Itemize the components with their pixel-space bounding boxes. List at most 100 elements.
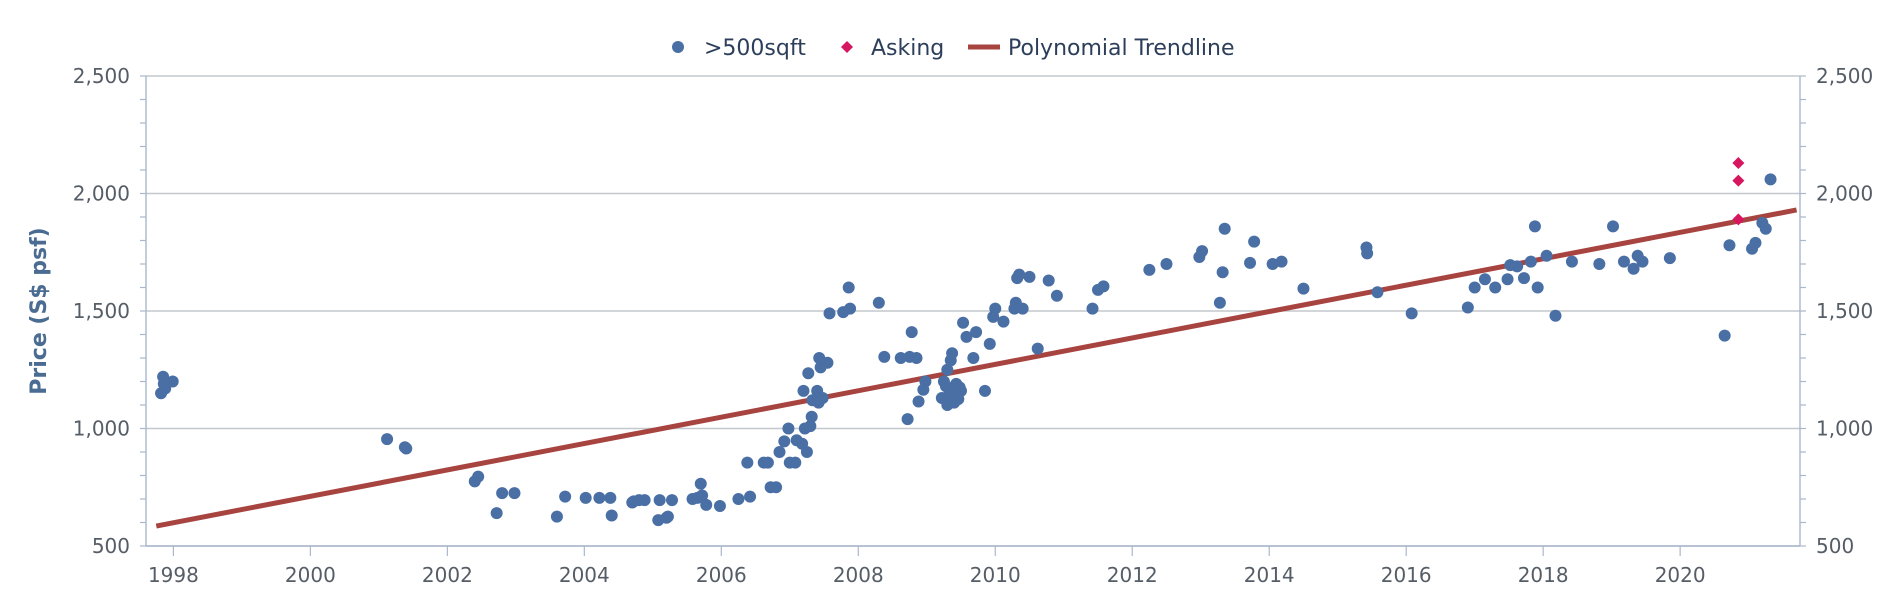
legend-item[interactable]: Polynomial Trendline xyxy=(968,36,1235,61)
data-point[interactable] xyxy=(770,481,783,494)
data-point[interactable] xyxy=(823,307,836,320)
data-point[interactable] xyxy=(1593,258,1606,270)
data-point[interactable] xyxy=(782,422,795,435)
data-point[interactable] xyxy=(166,375,179,388)
data-point[interactable] xyxy=(579,491,592,504)
data-point[interactable] xyxy=(496,487,509,500)
data-point[interactable] xyxy=(957,316,970,329)
data-point[interactable] xyxy=(1528,220,1541,233)
data-point[interactable] xyxy=(696,489,709,502)
data-point[interactable] xyxy=(773,446,786,458)
data-point[interactable] xyxy=(700,498,713,511)
data-point[interactable] xyxy=(1275,255,1288,268)
data-point[interactable] xyxy=(989,302,1002,315)
data-point[interactable] xyxy=(1461,301,1474,314)
data-point[interactable] xyxy=(1511,260,1524,273)
data-point[interactable] xyxy=(661,510,674,523)
data-point[interactable] xyxy=(472,470,485,483)
data-point[interactable] xyxy=(508,487,521,500)
data-point[interactable] xyxy=(946,347,959,360)
data-point[interactable] xyxy=(1297,282,1310,295)
data-point[interactable] xyxy=(842,281,855,294)
data-point[interactable] xyxy=(1160,258,1173,270)
data-point[interactable] xyxy=(1501,273,1514,286)
data-point[interactable] xyxy=(1031,342,1044,355)
data-point[interactable] xyxy=(802,367,815,380)
data-point[interactable] xyxy=(797,384,810,397)
data-point[interactable] xyxy=(400,442,413,455)
data-point[interactable] xyxy=(1244,256,1257,269)
data-point[interactable] xyxy=(1097,280,1110,293)
asking-point[interactable] xyxy=(1732,213,1745,226)
data-point[interactable] xyxy=(960,330,973,343)
data-point[interactable] xyxy=(559,490,572,503)
data-point[interactable] xyxy=(919,375,932,388)
data-point[interactable] xyxy=(912,395,925,408)
data-point[interactable] xyxy=(1749,236,1762,249)
data-point[interactable] xyxy=(744,490,757,503)
data-point[interactable] xyxy=(1617,255,1630,268)
data-point[interactable] xyxy=(1627,262,1640,275)
data-point[interactable] xyxy=(983,337,996,350)
data-point[interactable] xyxy=(816,391,829,404)
data-point[interactable] xyxy=(1468,281,1481,294)
data-point[interactable] xyxy=(1524,255,1537,268)
data-point[interactable] xyxy=(1663,252,1676,265)
data-point[interactable] xyxy=(955,384,968,397)
data-point[interactable] xyxy=(1636,255,1649,268)
asking-point[interactable] xyxy=(1732,156,1745,169)
data-point[interactable] xyxy=(901,413,914,426)
data-point[interactable] xyxy=(694,477,707,490)
data-point[interactable] xyxy=(844,302,857,315)
data-point[interactable] xyxy=(1718,329,1731,342)
data-point[interactable] xyxy=(872,296,885,309)
legend-item[interactable]: >500sqft xyxy=(672,36,806,61)
data-point[interactable] xyxy=(1489,281,1502,294)
data-point[interactable] xyxy=(653,494,666,507)
data-point[interactable] xyxy=(978,384,991,397)
data-point[interactable] xyxy=(732,493,745,505)
data-point[interactable] xyxy=(789,456,802,469)
data-point[interactable] xyxy=(905,326,918,339)
data-point[interactable] xyxy=(805,410,818,423)
data-point[interactable] xyxy=(1565,255,1578,268)
data-point[interactable] xyxy=(1216,266,1229,279)
data-point[interactable] xyxy=(1540,249,1553,262)
data-point[interactable] xyxy=(638,494,651,507)
data-point[interactable] xyxy=(741,456,754,469)
data-point[interactable] xyxy=(665,494,678,507)
data-point[interactable] xyxy=(1478,273,1491,286)
data-point[interactable] xyxy=(550,510,563,523)
data-point[interactable] xyxy=(1405,307,1418,320)
data-point[interactable] xyxy=(1549,309,1562,322)
data-point[interactable] xyxy=(713,500,726,513)
data-point[interactable] xyxy=(910,352,923,364)
data-point[interactable] xyxy=(1016,302,1029,315)
data-point[interactable] xyxy=(490,507,503,520)
data-point[interactable] xyxy=(1361,247,1374,260)
data-point[interactable] xyxy=(1248,235,1261,248)
data-point[interactable] xyxy=(1013,268,1026,281)
data-point[interactable] xyxy=(894,352,907,364)
data-point[interactable] xyxy=(1764,173,1777,186)
data-point[interactable] xyxy=(1143,263,1156,276)
data-point[interactable] xyxy=(967,352,980,364)
data-point[interactable] xyxy=(1050,289,1063,302)
data-point[interactable] xyxy=(605,509,618,522)
legend-item[interactable]: Asking xyxy=(841,36,944,61)
data-point[interactable] xyxy=(1517,272,1530,285)
data-point[interactable] xyxy=(1213,296,1226,309)
asking-point[interactable] xyxy=(1732,174,1745,187)
data-point[interactable] xyxy=(1086,302,1099,315)
data-point[interactable] xyxy=(1607,220,1620,233)
data-point[interactable] xyxy=(1218,222,1231,235)
data-point[interactable] xyxy=(800,446,813,458)
data-point[interactable] xyxy=(997,315,1010,328)
data-point[interactable] xyxy=(804,420,817,433)
data-point[interactable] xyxy=(604,491,617,504)
data-point[interactable] xyxy=(1531,281,1544,294)
data-point[interactable] xyxy=(878,350,891,363)
data-point[interactable] xyxy=(1196,245,1209,258)
data-point[interactable] xyxy=(1023,270,1036,283)
data-point[interactable] xyxy=(381,433,394,446)
